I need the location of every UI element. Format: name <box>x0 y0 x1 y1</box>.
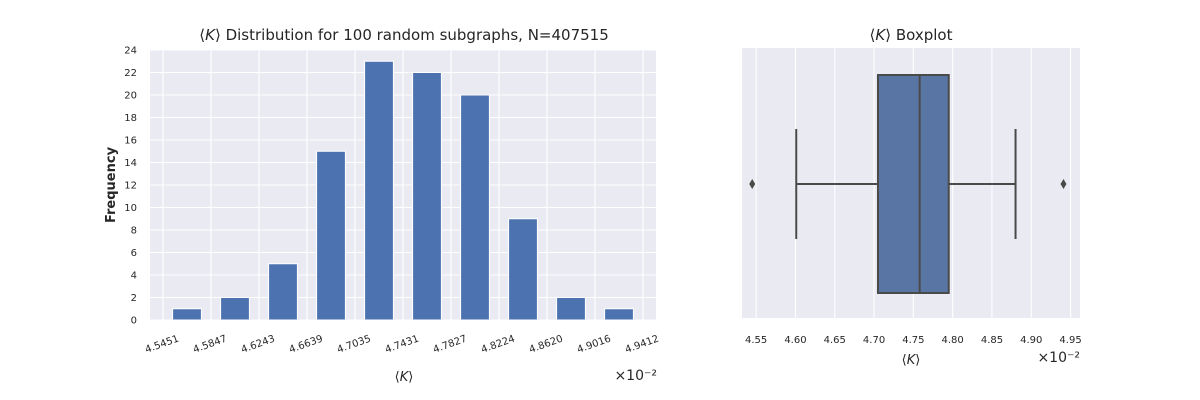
histogram-y-tick-label: 8 <box>131 226 137 237</box>
boxplot-x-tick-label: 4.65 <box>824 335 846 346</box>
histogram-bar <box>604 308 634 321</box>
histogram-x-offset-text: ×10⁻² <box>614 368 657 384</box>
boxplot-outlier-marker <box>1060 179 1067 189</box>
histogram-x-axis-label: ⟨K⟩ <box>395 370 414 385</box>
histogram-x-ticks: 4.5451 4.5847 4.6243 4.6639 4.7035 4.7431 4.78… <box>144 333 661 355</box>
histogram-bar <box>556 297 586 321</box>
histogram-y-tick-label: 0 <box>131 316 137 327</box>
histogram-x-tick-label: 4.9016 <box>576 333 613 355</box>
histogram-y-tick-label: 18 <box>124 113 137 124</box>
histogram-y-tick-label: 24 <box>124 46 137 57</box>
boxplot-outlier-marker <box>749 179 756 189</box>
histogram-title: ⟨K⟩ Distribution for 100 random subgraph… <box>199 26 609 44</box>
boxplot-x-tick-label: 4.80 <box>942 335 964 346</box>
boxplot-x-tick-label: 4.55 <box>745 335 767 346</box>
histogram-x-tick-label: 4.7827 <box>432 333 469 355</box>
boxplot-x-tick-label: 4.75 <box>902 335 924 346</box>
histogram-bar <box>364 60 394 321</box>
histogram-y-tick-label: 2 <box>131 293 137 304</box>
boxplot-x-offset-text: ×10⁻² <box>1037 350 1080 366</box>
histogram-y-tick-label: 22 <box>124 68 137 79</box>
boxplot-x-axis-label: ⟨K⟩ <box>902 353 921 368</box>
histogram-y-tick-label: 4 <box>131 271 137 282</box>
histogram-y-tick-label: 12 <box>124 181 137 192</box>
histogram-bars <box>172 60 634 321</box>
boxplot-iqr-box <box>876 74 950 294</box>
boxplot-x-ticks: 4.55 4.60 4.65 4.70 4.75 4.80 4.85 4.90 4.95 <box>745 335 1082 346</box>
boxplot-x-tick-label: 4.60 <box>784 335 806 346</box>
histogram-bar <box>508 218 538 321</box>
histogram-y-tick-label: 14 <box>124 158 137 169</box>
histogram-gridlines <box>150 49 656 321</box>
histogram-x-tick-label: 4.7035 <box>336 333 373 355</box>
histogram-x-tick-label: 4.7431 <box>384 333 421 355</box>
boxplot-x-tick-label: 4.85 <box>981 335 1003 346</box>
histogram-bar <box>412 72 442 321</box>
histogram-x-tick-label: 4.6243 <box>240 333 277 355</box>
histogram-x-tick-label: 4.9412 <box>624 333 661 355</box>
histogram-x-tick-label: 4.6639 <box>288 333 325 355</box>
histogram-y-tick-label: 16 <box>124 136 137 147</box>
boxplot-x-tick-label: 4.95 <box>1059 335 1081 346</box>
histogram-y-tick-label: 10 <box>124 203 137 214</box>
histogram-x-tick-label: 4.5847 <box>192 333 229 355</box>
histogram-bar <box>172 308 202 321</box>
histogram-y-tick-label: 6 <box>131 248 137 259</box>
histogram-x-tick-label: 4.8224 <box>480 333 517 355</box>
boxplot-title: ⟨K⟩ Boxplot <box>870 26 953 44</box>
boxplot-panel: 4.55 4.60 4.65 4.70 4.75 4.80 4.85 4.90 4.95 ⟨K⟩… <box>742 26 1082 368</box>
boxplot-x-tick-label: 4.70 <box>863 335 885 346</box>
histogram-bar <box>316 150 346 321</box>
histogram-bar <box>460 94 490 321</box>
histogram-bar <box>220 297 250 321</box>
boxplot-x-tick-label: 4.90 <box>1020 335 1042 346</box>
boxplot-body <box>749 74 1067 294</box>
histogram-x-tick-label: 4.5451 <box>144 333 181 355</box>
histogram-y-tick-label: 20 <box>124 91 137 102</box>
histogram-y-axis-label: Frequency <box>104 146 119 223</box>
histogram-bar <box>268 263 298 321</box>
histogram-x-tick-label: 4.8620 <box>528 333 565 355</box>
